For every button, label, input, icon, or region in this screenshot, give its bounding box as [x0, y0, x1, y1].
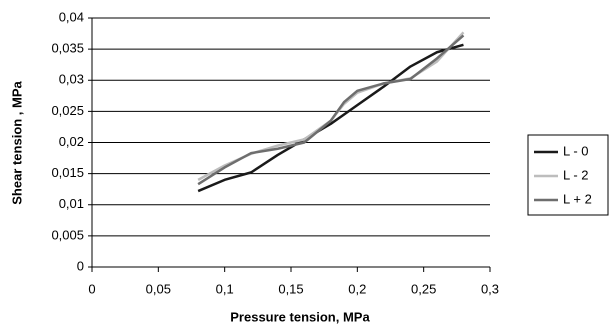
x-tick-label: 0,1 — [216, 281, 234, 296]
y-tick-label: 0,03 — [59, 72, 84, 87]
legend-label: L - 0 — [563, 143, 589, 158]
series-line — [197, 34, 465, 186]
y-tick-label: 0,02 — [59, 134, 84, 149]
y-tick-label: 0,005 — [51, 227, 84, 242]
y-tick-label: 0,015 — [51, 165, 84, 180]
y-tick-label: 0,035 — [51, 41, 84, 56]
x-axis-title: Pressure tension, MPa — [230, 309, 370, 324]
x-tick-label: 0,15 — [278, 281, 303, 296]
series-line — [197, 31, 465, 181]
series-line — [197, 43, 464, 193]
legend-label: L - 2 — [563, 167, 589, 182]
x-tick-label: 0,25 — [411, 281, 436, 296]
y-tick-label: 0,01 — [59, 196, 84, 211]
x-tick-label: 0,3 — [481, 281, 499, 296]
y-tick-label: 0,025 — [51, 103, 84, 118]
y-tick-label: 0 — [77, 258, 84, 273]
x-tick-label: 0 — [88, 281, 95, 296]
legend-label: L + 2 — [563, 191, 592, 206]
y-axis-title: Shear tension , MPa — [9, 80, 24, 204]
y-tick-label: 0,04 — [59, 9, 84, 24]
x-tick-label: 0,2 — [348, 281, 366, 296]
x-tick-label: 0,05 — [146, 281, 171, 296]
